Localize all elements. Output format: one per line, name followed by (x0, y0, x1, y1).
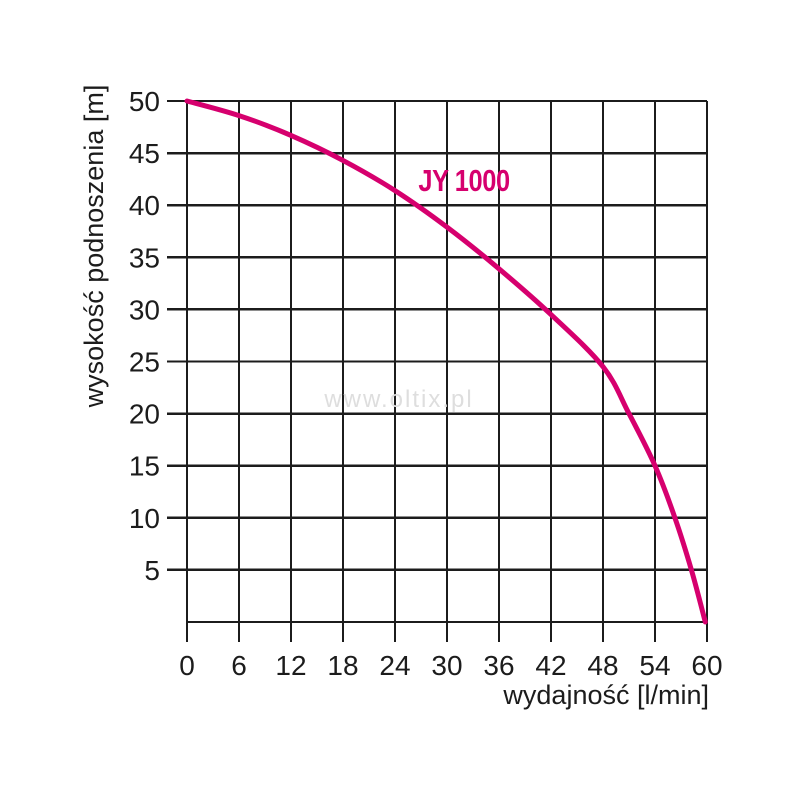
y-tick-label: 5 (144, 555, 160, 586)
x-tick-label: 36 (483, 650, 514, 681)
x-tick-label: 60 (691, 650, 722, 681)
y-tick-label: 50 (129, 86, 160, 117)
x-axis-title: wydajność [l/min] (502, 680, 709, 710)
curve-layer (184, 98, 708, 625)
grid-layer (167, 99, 709, 642)
x-tick-label: 30 (431, 650, 462, 681)
y-tick-label: 30 (129, 294, 160, 325)
x-tick-label: 54 (639, 650, 670, 681)
x-tick-label: 48 (587, 650, 618, 681)
x-tick-label: 18 (327, 650, 358, 681)
watermark: www.oltix.pl (323, 386, 473, 413)
y-axis-title: wysokość podnoszenia [m] (79, 85, 109, 409)
x-tick-label: 42 (535, 650, 566, 681)
y-tick-label: 45 (129, 138, 160, 169)
x-tick-label: 12 (275, 650, 306, 681)
y-tick-label: 35 (129, 242, 160, 273)
y-tick-label: 40 (129, 190, 160, 221)
x-tick-label: 6 (231, 650, 247, 681)
y-tick-label: 20 (129, 399, 160, 430)
pump-curve (184, 98, 708, 625)
y-tick-label: 15 (129, 451, 160, 482)
y-tick-label: 10 (129, 503, 160, 534)
x-tick-label: 24 (379, 650, 410, 681)
x-tick-label: 0 (179, 650, 195, 681)
series-label: JY 1000 (418, 164, 509, 199)
tick-label-layer: 0 6 12 18 24 30 36 42 48 54 60 5 10 15 20 25 30 35 40 45 50 (129, 86, 723, 681)
y-tick-label: 25 (129, 347, 160, 378)
